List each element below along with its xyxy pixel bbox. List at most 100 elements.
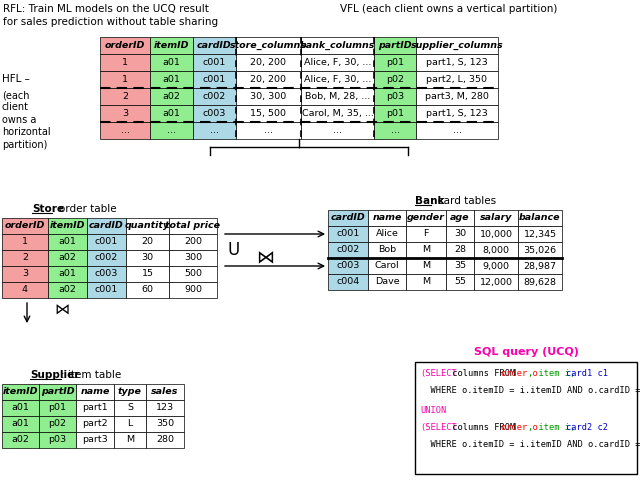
Text: card1 c1: card1 c1 (566, 369, 608, 378)
Text: a01: a01 (163, 58, 180, 67)
Text: part1, S, 123: part1, S, 123 (426, 58, 488, 67)
Text: c001: c001 (203, 58, 226, 67)
Bar (368, 242, 406, 258)
Text: 55: 55 (454, 277, 466, 286)
Bar (100, 88, 150, 105)
Bar (87, 218, 126, 234)
Text: salary: salary (480, 214, 512, 222)
Text: 300: 300 (184, 253, 202, 263)
Text: a02: a02 (59, 285, 76, 295)
Text: 30: 30 (141, 253, 154, 263)
Text: 3: 3 (22, 270, 28, 278)
Bar (87, 266, 126, 282)
Bar (39, 384, 76, 400)
Text: 4: 4 (22, 285, 28, 295)
Text: (SELECT: (SELECT (420, 369, 457, 378)
Text: 10,000: 10,000 (479, 229, 513, 239)
Text: 9,000: 9,000 (483, 262, 509, 271)
Bar (328, 210, 368, 226)
Text: 28: 28 (454, 246, 466, 254)
Text: , item i,: , item i, (527, 369, 580, 378)
Text: c003: c003 (203, 109, 226, 118)
Text: itemID: itemID (3, 388, 38, 397)
Text: : item table: : item table (61, 370, 122, 380)
Bar (2, 400, 39, 416)
Text: ...: ... (264, 126, 273, 135)
Text: 35,026: 35,026 (524, 246, 557, 254)
Text: part3, M, 280: part3, M, 280 (425, 92, 489, 101)
Text: name: name (372, 214, 402, 222)
Text: Bob, M, 28, ...: Bob, M, 28, ... (305, 92, 370, 101)
Bar (150, 88, 193, 105)
Bar (87, 234, 126, 250)
Text: columns FROM: columns FROM (447, 423, 520, 432)
Bar (406, 258, 446, 274)
Text: card2 c2: card2 c2 (566, 423, 608, 432)
Text: Supplier: Supplier (30, 370, 79, 380)
Text: 1: 1 (122, 58, 128, 67)
Bar (48, 250, 87, 266)
Text: 280: 280 (156, 435, 174, 444)
Bar (328, 258, 368, 274)
Bar (146, 432, 184, 448)
Bar (114, 432, 146, 448)
Text: age: age (450, 214, 470, 222)
Text: ...: ... (452, 126, 461, 135)
Text: p02: p02 (49, 420, 67, 429)
Text: c001: c001 (337, 229, 360, 239)
Bar (406, 242, 446, 258)
Bar (474, 226, 518, 242)
Bar (76, 384, 114, 400)
Bar (193, 54, 236, 71)
Text: 60: 60 (141, 285, 154, 295)
Text: WHERE o.itemID = i.itemID AND o.cardID = c1.cardID): WHERE o.itemID = i.itemID AND o.cardID =… (420, 386, 640, 395)
Text: U: U (228, 241, 240, 259)
Bar (446, 210, 474, 226)
Bar (368, 274, 406, 290)
Bar (2, 250, 48, 266)
Text: p01: p01 (49, 403, 67, 412)
Text: ⋈: ⋈ (54, 303, 70, 317)
Bar (446, 258, 474, 274)
Bar (76, 416, 114, 432)
Bar (48, 266, 87, 282)
Bar (236, 122, 301, 139)
Bar (126, 282, 169, 298)
Text: 12,000: 12,000 (479, 277, 513, 286)
Bar (114, 400, 146, 416)
Text: columns FROM: columns FROM (447, 369, 520, 378)
Bar (150, 71, 193, 88)
Bar (48, 218, 87, 234)
Text: type: type (118, 388, 142, 397)
Text: a01: a01 (59, 238, 76, 246)
Text: a01: a01 (12, 403, 29, 412)
Text: UNION: UNION (420, 406, 446, 415)
Bar (328, 242, 368, 258)
Text: order o: order o (500, 369, 538, 378)
Bar (474, 242, 518, 258)
Bar (76, 432, 114, 448)
Text: a02: a02 (59, 253, 76, 263)
Bar (2, 218, 48, 234)
Text: 15, 500: 15, 500 (250, 109, 287, 118)
Text: c001: c001 (95, 238, 118, 246)
Text: F: F (423, 229, 429, 239)
Bar (474, 274, 518, 290)
Text: VFL (each client owns a vertical partition): VFL (each client owns a vertical partiti… (340, 4, 557, 14)
Text: M: M (422, 246, 430, 254)
Bar (518, 210, 562, 226)
Text: S: S (127, 403, 133, 412)
Text: 500: 500 (184, 270, 202, 278)
Bar (193, 88, 236, 105)
Text: M: M (126, 435, 134, 444)
Text: 900: 900 (184, 285, 202, 295)
Bar (126, 218, 169, 234)
Text: Dave: Dave (374, 277, 399, 286)
Text: name: name (80, 388, 109, 397)
Text: supplier_columns: supplier_columns (411, 41, 503, 50)
Bar (406, 226, 446, 242)
Text: a01: a01 (59, 270, 76, 278)
Text: p03: p03 (386, 92, 404, 101)
Bar (126, 266, 169, 282)
Text: ...: ... (167, 126, 176, 135)
